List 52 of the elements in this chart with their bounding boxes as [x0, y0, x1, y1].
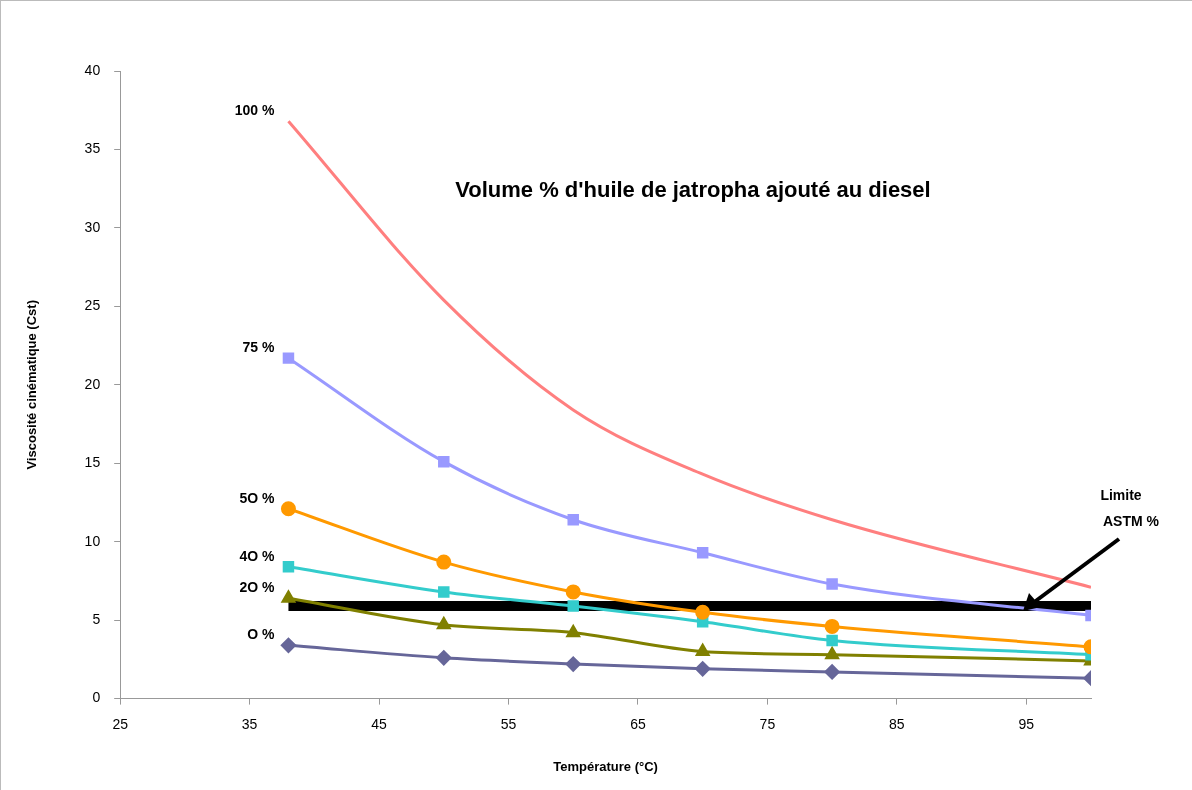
series-label: 100 % [234, 102, 275, 119]
series-label: 5O % [239, 489, 275, 506]
series-label: 2O % [239, 579, 275, 596]
x-tick-label: 95 [1018, 715, 1035, 732]
point [565, 584, 581, 600]
series-label: 75 % [242, 338, 275, 355]
point [438, 455, 450, 468]
point [282, 352, 295, 364]
y-tick-label: 20 [84, 375, 101, 392]
point [566, 625, 580, 638]
y-tick-label: 25 [84, 297, 101, 314]
point [825, 647, 839, 660]
point [280, 637, 296, 653]
series-label: O % [247, 626, 275, 643]
x-tick-label: 45 [371, 715, 388, 732]
point [436, 554, 452, 570]
y-tick-label: 40 [84, 61, 101, 78]
y-tick-label: 10 [84, 532, 101, 549]
point [281, 590, 296, 603]
point [826, 578, 838, 590]
point [282, 561, 295, 573]
point [696, 546, 709, 559]
x-tick-label: 35 [241, 715, 258, 732]
point [567, 513, 579, 526]
text: Limite ASTM % [1100, 486, 1160, 529]
x-tick-label: 55 [500, 715, 517, 732]
x-tick-label: 65 [630, 715, 646, 732]
series-label: 4O % [239, 547, 275, 564]
x-tick-label: 25 [112, 715, 129, 732]
point [826, 634, 838, 647]
point [280, 501, 296, 517]
point [437, 617, 451, 630]
point [824, 618, 840, 634]
point [567, 600, 579, 612]
point [824, 664, 840, 680]
y-tick-label: 15 [84, 454, 101, 471]
point [438, 586, 450, 598]
text: Volume % d'huile de jatropha ajouté au diesel [455, 177, 931, 203]
point [695, 661, 711, 677]
point [695, 604, 711, 620]
y-tick-label: 30 [84, 218, 101, 235]
y-tick-label: 0 [92, 689, 101, 706]
x-tick-label: 85 [889, 715, 905, 732]
y-axis-title: Viscosité cinématique (Cst) [24, 300, 40, 470]
line-series [286, 119, 1091, 589]
y-tick-label: 35 [84, 140, 101, 157]
point [695, 644, 710, 657]
point [436, 650, 452, 666]
y-tick-label: 5 [92, 611, 101, 628]
x-tick-label: 75 [759, 715, 776, 732]
x-axis-title: Température (°C) [553, 758, 658, 774]
point [565, 656, 581, 672]
